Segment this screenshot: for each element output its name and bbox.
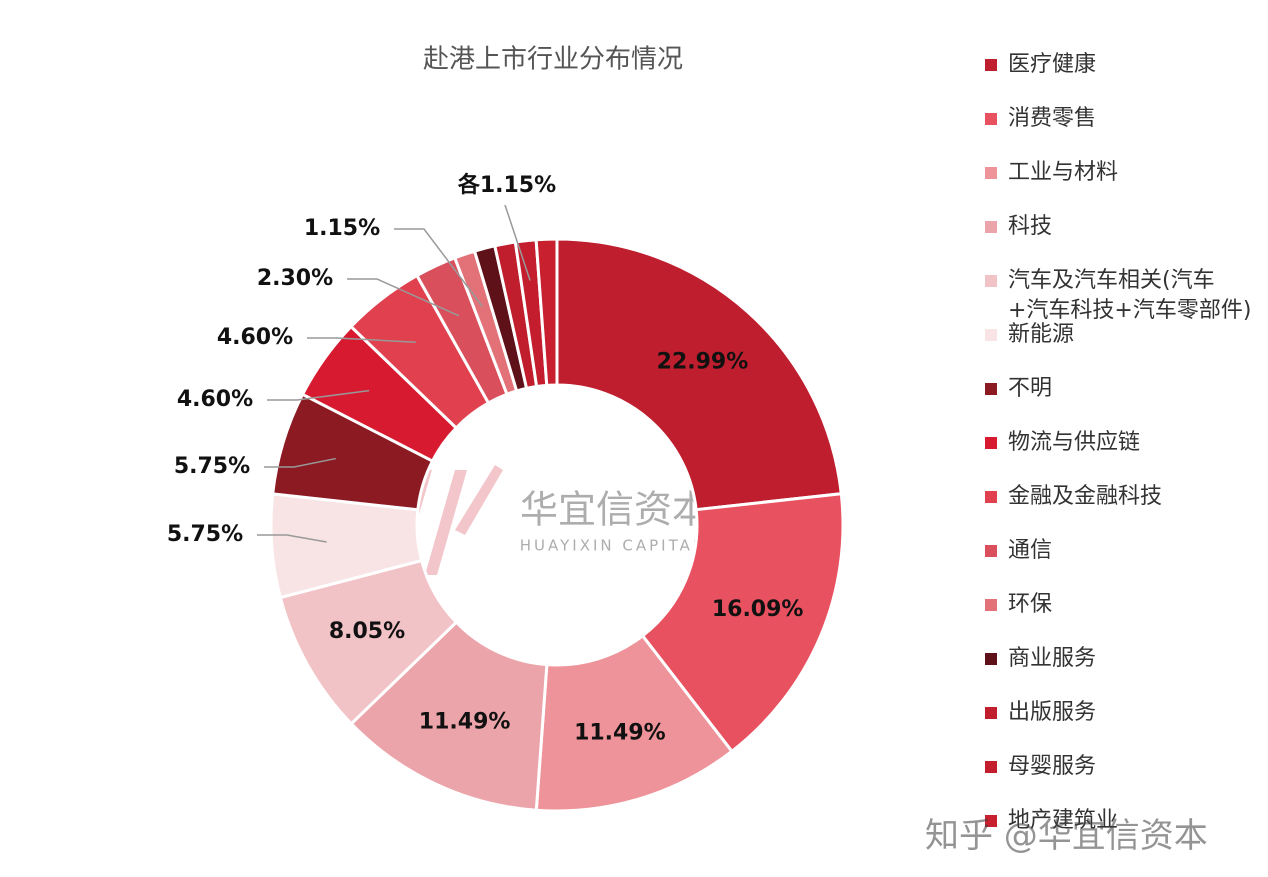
legend-swatch [985,167,997,179]
legend-swatch [985,383,997,395]
legend-label: 地产建筑业 [1008,808,1119,833]
legend-label: 消费零售 [1008,106,1097,131]
legend-swatch [985,329,997,341]
data-label: 1.15% [304,216,380,241]
legend-label: 工业与材料 [1008,160,1119,185]
donut-slice [534,237,559,387]
data-label: 11.49% [574,721,666,746]
legend-swatch [985,761,997,773]
legend-item: 环保 [985,590,1255,620]
legend-item: 消费零售 [985,104,1255,134]
group-label: 各1.15% [457,172,556,198]
watermark: HUAYIXIN CAPITAL [520,537,704,555]
legend-swatch [985,653,997,665]
legend-item: 科技 [985,212,1255,242]
legend-swatch [985,491,997,503]
data-label: 4.60% [177,387,253,412]
leader-line [347,278,460,317]
legend-label: 通信 [1008,538,1053,563]
legend-label: 母婴服务 [1008,754,1097,779]
data-label: 5.75% [174,454,250,479]
leader-line [504,204,531,281]
data-label: 11.49% [419,709,511,734]
leader-line [307,337,416,343]
leader-line [257,534,327,543]
legend-swatch [985,545,997,557]
legend-item: 不明 [985,374,1255,404]
legend-item: 金融及金融科技 [985,482,1255,512]
legend-item: 新能源 [985,320,1255,350]
legend-swatch [985,221,997,233]
legend-item: 商业服务 [985,644,1255,674]
legend-item: 物流与供应链 [985,428,1255,458]
legend-swatch [985,275,997,287]
legend-label: 出版服务 [1008,700,1097,725]
legend-item: 工业与材料 [985,158,1255,188]
leader-line [264,457,336,468]
legend-item: 出版服务 [985,698,1255,728]
legend-item: 母婴服务 [985,752,1255,782]
legend-swatch [985,707,997,719]
legend-label: 科技 [1008,214,1053,239]
watermark: 华宜信资本 [520,488,710,532]
data-label: 16.09% [712,597,804,622]
legend-swatch [985,113,997,125]
legend-label: 汽车及汽车相关(汽车+汽车科技+汽车零部件) [1008,268,1252,323]
chart-title: 赴港上市行业分布情况 [423,45,683,75]
watermark: 知乎 @华宜信资本 [925,816,1208,856]
legend-item: 通信 [985,536,1255,566]
legend-item: 汽车及汽车相关(汽车+汽车科技+汽车零部件) [985,266,1255,326]
data-label: 4.60% [217,325,293,350]
leader-line [394,228,483,307]
data-label: 2.30% [257,266,333,291]
legend-label: 医疗健康 [1008,52,1097,77]
legend-item: 地产建筑业 [985,806,1255,836]
data-label: 8.05% [329,619,405,644]
donut-slice [555,237,843,512]
data-label: 5.75% [167,522,243,547]
legend-label: 不明 [1008,376,1053,401]
donut-slice [640,492,845,754]
legend-swatch [985,815,997,827]
legend-swatch [985,599,997,611]
leader-line [267,389,370,401]
legend-label: 环保 [1008,592,1053,617]
legend-label: 金融及金融科技 [1008,484,1163,509]
data-label: 22.99% [657,350,749,375]
legend-label: 物流与供应链 [1008,430,1141,455]
legend-label: 新能源 [1008,322,1075,347]
legend-item: 医疗健康 [985,50,1255,80]
legend-swatch [985,59,997,71]
legend-swatch [985,437,997,449]
legend-label: 商业服务 [1008,646,1097,671]
